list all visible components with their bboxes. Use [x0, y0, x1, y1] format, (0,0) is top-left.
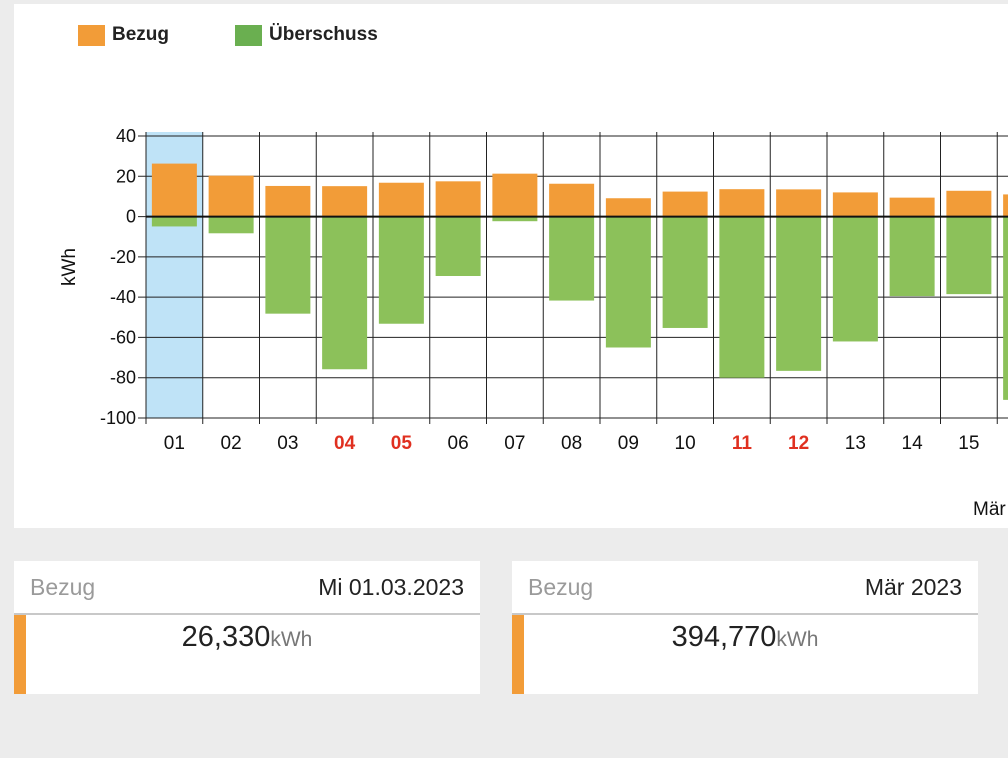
card-accent-bar	[512, 615, 524, 694]
legend-swatch-bezug	[78, 24, 105, 46]
card-header: Bezug Mi 01.03.2023	[14, 561, 480, 615]
bar-bezug	[605, 198, 651, 217]
y-axis-label: kWh	[59, 248, 80, 286]
bar-chart[interactable]: 40 20 0 -20 -40 -60 -80 -100 01 02 03 04 05 06 07 08 09 1…	[14, 4, 1008, 528]
bar-ueberschuss	[322, 216, 368, 370]
x-tick-label: 02	[221, 433, 242, 454]
bar-bezug	[832, 192, 878, 217]
x-tick-label: 14	[902, 433, 924, 454]
x-tick-label: 06	[448, 433, 469, 454]
x-tick-label: 13	[845, 433, 866, 454]
x-tick-label: 10	[675, 433, 696, 454]
bar-bezug	[151, 163, 197, 217]
bar-bezug	[946, 190, 992, 217]
card-value-unit: kWh	[776, 628, 819, 651]
bar-bezug	[549, 183, 595, 217]
bar-ueberschuss	[605, 216, 651, 348]
y-tick-label: 40	[116, 126, 136, 146]
bar-ueberschuss	[889, 216, 935, 297]
y-tick-label: -100	[100, 408, 136, 428]
x-tick-label: 09	[618, 433, 639, 454]
card-value-number: 394,770	[671, 621, 777, 653]
bar-bezug	[492, 173, 538, 217]
legend-swatch-ueberschuss	[235, 24, 262, 46]
bar-ueberschuss	[946, 216, 992, 295]
bar-bezug	[662, 191, 708, 217]
bar-ueberschuss	[776, 216, 822, 371]
x-tick-label: 05	[391, 433, 413, 454]
legend-label-ueberschuss: Überschuss	[269, 24, 378, 45]
x-axis-label: Mär	[973, 499, 1006, 520]
y-tick-label: -40	[110, 287, 136, 307]
card-date: Mi 01.03.2023	[318, 574, 464, 600]
daily-bezug-card: Bezug Mi 01.03.2023 26,330kWh	[14, 561, 480, 694]
card-accent-bar	[14, 615, 26, 694]
bar-ueberschuss	[662, 216, 708, 328]
card-date: Mär 2023	[864, 574, 962, 600]
bar-ueberschuss	[549, 216, 595, 301]
bar-ueberschuss	[378, 216, 424, 324]
legend-item-bezug[interactable]: Bezug	[78, 24, 169, 46]
bar-ueberschuss	[832, 216, 878, 342]
y-tick-label: 0	[126, 207, 136, 227]
card-value-number: 26,330	[181, 621, 271, 653]
bar-ueberschuss	[492, 216, 538, 222]
bar-bezug	[265, 185, 311, 217]
x-tick-label: 01	[164, 433, 185, 454]
bar-bezug	[208, 175, 254, 217]
bar-ueberschuss	[1003, 216, 1008, 400]
x-tick-label: 04	[334, 433, 356, 454]
monthly-bezug-card: Bezug Mär 2023 394,770kWh	[512, 561, 978, 694]
bar-bezug	[322, 186, 368, 217]
chart-panel: Bezug Überschuss 40 20 0 -20 -40 -60 -80 -100 01…	[14, 4, 1008, 528]
bar-ueberschuss	[265, 216, 311, 314]
x-tick-label: 11	[732, 433, 753, 454]
bar-bezug	[1003, 194, 1008, 217]
bar-ueberschuss	[719, 216, 765, 378]
legend-item-ueberschuss[interactable]: Überschuss	[235, 24, 378, 46]
x-tick-label: 03	[277, 433, 298, 454]
card-value-unit: kWh	[270, 628, 313, 651]
card-header: Bezug Mär 2023	[512, 561, 978, 615]
card-value: 26,330kWh	[14, 621, 480, 654]
bar-bezug	[378, 182, 424, 217]
card-label: Bezug	[528, 574, 594, 600]
x-tick-label: 07	[504, 433, 525, 454]
bar-ueberschuss	[435, 216, 481, 276]
x-tick-label: 08	[561, 433, 582, 454]
bar-bezug	[719, 189, 765, 217]
bar-bezug	[889, 197, 935, 217]
legend-label-bezug: Bezug	[112, 24, 169, 45]
y-tick-label: -80	[110, 368, 136, 388]
bar-bezug	[776, 189, 822, 217]
card-value: 394,770kWh	[512, 621, 978, 654]
y-tick-label: -20	[110, 247, 136, 267]
y-tick-label: 20	[116, 166, 136, 186]
bar-ueberschuss	[151, 216, 197, 227]
y-tick-label: -60	[110, 327, 136, 347]
bar-bezug	[435, 181, 481, 217]
x-tick-label: 15	[958, 433, 979, 454]
bar-ueberschuss	[208, 216, 254, 234]
card-label: Bezug	[30, 574, 96, 600]
x-tick-label: 12	[788, 433, 809, 454]
